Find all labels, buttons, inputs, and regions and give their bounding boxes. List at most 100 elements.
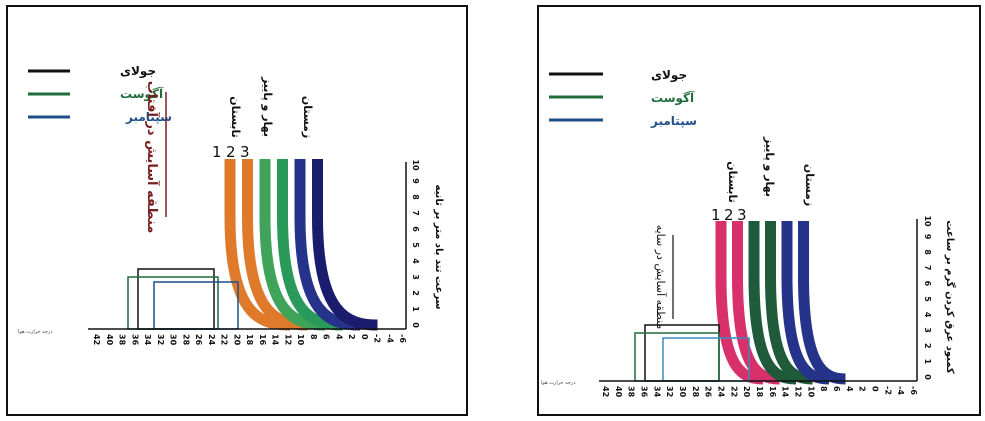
band-number-2: 2 xyxy=(226,143,236,161)
x-tick-label: 24 xyxy=(207,334,216,346)
x-tick-label: -6 xyxy=(909,386,918,395)
band-6 xyxy=(312,159,378,331)
season-label-summer: تابستان xyxy=(229,96,242,138)
y-tick-label: 8 xyxy=(411,194,420,200)
x-tick-label: 4 xyxy=(845,386,854,392)
x-tick-label: 26 xyxy=(194,334,203,346)
x-tick-label: 34 xyxy=(652,386,661,398)
x-tick-label: 22 xyxy=(729,386,738,397)
y-tick-label: 10 xyxy=(411,159,420,171)
x-tick-labels: 42 40 38 36 34 32 30 28 26 24 22 20 18 16 14 12 10 8 6 4 2 0-… xyxy=(92,334,407,346)
x-tick-label: 28 xyxy=(181,334,190,346)
y-tick-label: 7 xyxy=(411,210,420,216)
season-label-winter: زمستان xyxy=(301,96,314,138)
y-tick-label: 8 xyxy=(923,249,932,255)
x-tick-label: 4 xyxy=(334,334,343,340)
band-number-3: 3 xyxy=(240,143,250,161)
left-axis-note: درجه حرارت هوا xyxy=(18,329,53,335)
y-tick-label: 2 xyxy=(411,290,420,296)
comfort-box-august xyxy=(127,276,219,330)
band-6 xyxy=(798,221,846,385)
y-tick-label: 5 xyxy=(411,242,420,248)
x-tick-label: 12 xyxy=(794,386,803,397)
legend-label-july: جولای xyxy=(651,68,687,83)
y-tick-label: 2 xyxy=(923,343,932,349)
legend-label-september: سپتامبر xyxy=(650,114,697,128)
x-tick-label: 20 xyxy=(742,386,751,398)
x-tick-label: 40 xyxy=(105,334,114,346)
x-tick-label: 30 xyxy=(678,386,687,398)
band-3 xyxy=(748,221,797,385)
x-tick-label: 32 xyxy=(156,334,165,345)
right-chart-panel: جولای آگوست سپتامبر منطقه آسایش در سایه … xyxy=(537,5,981,416)
left-chart-panel: جولای آگوست سپتامبر منطقه آسایش در آفتاب… xyxy=(6,5,468,416)
y-tick-label: 4 xyxy=(411,258,420,264)
x-tick-label: 2 xyxy=(858,386,867,392)
x-tick-label: -4 xyxy=(385,334,394,343)
y-axis-title: سرعت تند باد متر بر ثانیه xyxy=(433,184,444,309)
legend-label-september: سپتامبر xyxy=(125,110,172,124)
band-1 xyxy=(715,221,764,385)
y-tick-label: 1 xyxy=(923,359,932,365)
x-tick-label: 0 xyxy=(871,386,880,392)
x-tick-label: 12 xyxy=(283,334,292,345)
x-tick-label: 20 xyxy=(232,334,241,346)
x-tick-label: -6 xyxy=(398,334,407,343)
left-bands xyxy=(224,159,378,331)
x-tick-labels: 42 40 38 36 34 32 30 28 26 24 22 20 18 16 14 12 10 8 6 4 2 0-… xyxy=(601,386,918,398)
zone-title: منطقه آسایش در سایه xyxy=(654,225,668,330)
x-tick-label: 32 xyxy=(665,386,674,397)
y-tick-label: 4 xyxy=(923,312,932,318)
x-tick-label: 38 xyxy=(118,334,127,346)
y-tick-label: 3 xyxy=(411,274,420,280)
y-tick-label: 0 xyxy=(923,374,932,380)
x-tick-label: 18 xyxy=(245,334,254,346)
legend-label-july: جولای xyxy=(120,64,156,79)
y-tick-label: 6 xyxy=(923,281,932,287)
x-tick-label: 6 xyxy=(322,334,331,340)
x-tick-label: 14 xyxy=(271,334,280,346)
right-legend: جولای آگوست سپتامبر xyxy=(549,68,697,128)
x-tick-label: 36 xyxy=(640,386,649,398)
x-tick-label: -4 xyxy=(896,386,905,395)
x-tick-label: 40 xyxy=(614,386,623,398)
band-number-2: 2 xyxy=(724,206,734,224)
y-tick-labels: 0 1 2 3 4 5 6 7 8 9 10 xyxy=(411,159,420,328)
y-tick-label: 6 xyxy=(411,226,420,232)
y-tick-label: 7 xyxy=(923,265,932,271)
x-tick-label: 42 xyxy=(601,386,610,397)
x-tick-label: 38 xyxy=(627,386,636,398)
y-tick-label: 10 xyxy=(923,215,932,227)
right-chart-svg: جولای آگوست سپتامبر منطقه آسایش در سایه … xyxy=(541,68,957,398)
band-4 xyxy=(765,221,813,385)
x-tick-label: 28 xyxy=(691,386,700,398)
x-tick-label: 10 xyxy=(296,334,305,346)
band-number-3: 3 xyxy=(737,206,747,224)
x-tick-label: 36 xyxy=(130,334,139,346)
comfort-box-september xyxy=(153,281,239,330)
season-label-summer: تابستان xyxy=(726,161,739,203)
season-label-winter: زمستان xyxy=(803,164,816,206)
y-tick-label: 9 xyxy=(923,234,932,240)
zone-title: منطقه آسایش در آفتاب xyxy=(144,81,161,234)
y-tick-labels: 0 1 2 3 4 5 6 7 8 9 10 xyxy=(923,215,932,380)
x-tick-label: 16 xyxy=(258,334,267,346)
x-tick-label: 18 xyxy=(755,386,764,398)
season-label-spring-autumn: بهار و پاییز xyxy=(261,76,274,137)
band-number-1: 1 xyxy=(711,206,721,224)
x-tick-label: 10 xyxy=(806,386,815,398)
x-tick-label: 22 xyxy=(220,334,229,345)
comfort-box-july xyxy=(137,268,215,330)
right-bands xyxy=(715,221,846,385)
x-tick-label: 30 xyxy=(169,334,178,346)
x-tick-label: 8 xyxy=(819,386,828,392)
x-tick-label: 24 xyxy=(717,386,726,398)
x-tick-label: 14 xyxy=(781,386,790,398)
y-tick-label: 9 xyxy=(411,178,420,184)
x-tick-label: 6 xyxy=(832,386,841,392)
y-tick-label: 3 xyxy=(923,327,932,333)
x-tick-label: -2 xyxy=(373,334,382,343)
y-axis-title: کمبود عرق کردن گرم بر ساعت xyxy=(944,220,957,374)
left-legend: جولای آگوست سپتامبر xyxy=(28,64,172,124)
season-label-spring-autumn: بهار و پاییز xyxy=(763,136,776,197)
